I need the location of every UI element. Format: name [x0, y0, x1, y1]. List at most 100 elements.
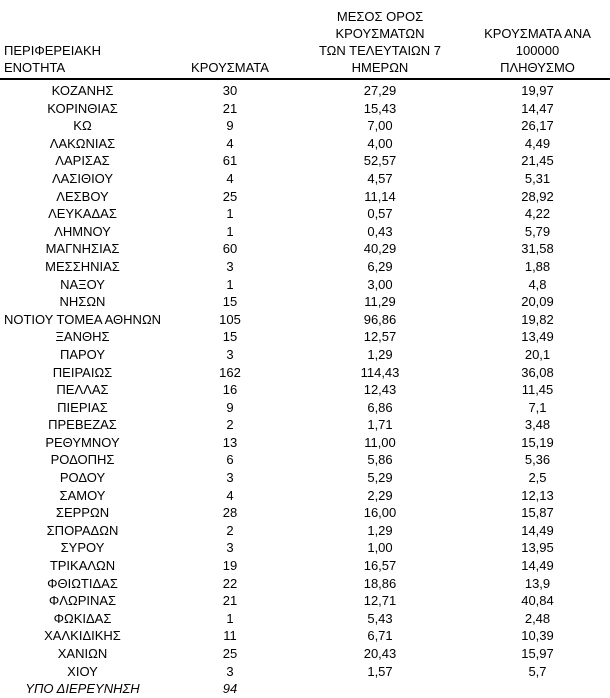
avg7-value: 4,57 [367, 170, 393, 186]
region-name: ΝΟΤΙΟΥ ΤΟΜΕΑ ΑΘΗΝΩΝ [3, 311, 162, 327]
region-name: ΠΙΕΡΙΑΣ [57, 399, 108, 415]
per100k-value: 13,49 [521, 329, 554, 345]
cases-value: 3 [226, 540, 234, 556]
region-name: ΛΑΣΙΘΙΟΥ [51, 170, 114, 186]
avg7-value: 11,14 [364, 188, 396, 204]
avg7-value: 15,43 [363, 100, 397, 116]
avg7-value: 114,43 [360, 364, 400, 380]
table-row: ΚΟΡΙΝΘΙΑΣ 21 15,43 14,47 [0, 100, 610, 118]
avg7-value: 96,86 [363, 311, 397, 327]
region-name: ΦΩΚΙΔΑΣ [53, 610, 112, 626]
avg7-value: 6,71 [367, 628, 393, 644]
avg7-value: 12,57 [363, 329, 397, 345]
table-row: ΧΑΛΚΙΔΙΚΗΣ 11 6,71 10,39 [0, 627, 610, 645]
cases-value: 1 [226, 276, 234, 292]
header-row: ΠΕΡΙΦΕΡΕΙΑΚΗ ΕΝΟΤΗΤΑ ΚΡΟΥΣΜΑΤΑ ΜΕΣΟΣ ΟΡΟ… [0, 8, 610, 80]
table-row: ΠΕΛΛΑΣ 16 12,43 11,45 [0, 381, 610, 399]
cases-value: 3 [226, 470, 234, 486]
per100k-value: 14,47 [521, 100, 554, 116]
avg7-value: 5,86 [367, 452, 393, 468]
per100k-value: 1,88 [524, 258, 551, 274]
per100k-value: 4,49 [524, 135, 551, 151]
per100k-value: 15,87 [521, 505, 554, 521]
table-row: ΧΑΝΙΩΝ 25 20,43 15,97 [0, 645, 610, 663]
table-row: ΚΟΖΑΝΗΣ 30 27,29 19,97 [0, 79, 610, 100]
avg7-value: 20,43 [363, 646, 397, 661]
table-row: ΝΑΞΟΥ 1 3,00 4,8 [0, 276, 610, 294]
region-name: ΦΘΙΩΤΙΔΑΣ [47, 575, 118, 591]
per100k-value: 4,8 [528, 276, 547, 292]
avg7-value: 0,43 [367, 223, 393, 239]
region-name: ΡΕΘΥΜΝΟΥ [45, 434, 120, 450]
region-name: ΧΑΝΙΩΝ [57, 646, 108, 661]
region-name: ΛΕΥΚΑΔΑΣ [48, 206, 117, 222]
avg7-value [295, 680, 465, 698]
per100k-value: 36,08 [521, 364, 554, 380]
table-row: ΦΩΚΙΔΑΣ 1 5,43 2,48 [0, 610, 610, 628]
cases-value: 2 [226, 522, 234, 538]
region-name: ΜΕΣΣΗΝΙΑΣ [45, 258, 120, 274]
cases-value: 60 [222, 241, 238, 257]
table-row: ΡΟΔΟΥ 3 5,29 2,5 [0, 469, 610, 487]
avg7-value: 1,57 [367, 663, 393, 679]
table-row: ΤΡΙΚΑΛΩΝ 19 16,57 14,49 [0, 557, 610, 575]
cases-value: 15 [222, 294, 238, 310]
avg7-value: 16,57 [363, 558, 397, 574]
table-row: ΛΑΣΙΘΙΟΥ 4 4,57 5,31 [0, 170, 610, 188]
per100k-value: 26,17 [521, 118, 554, 134]
table-row: ΦΘΙΩΤΙΔΑΣ 22 18,86 13,9 [0, 575, 610, 593]
cases-value: 25 [222, 188, 238, 204]
avg7-value: 12,43 [363, 382, 397, 398]
region-name: ΤΡΙΚΑΛΩΝ [49, 558, 116, 574]
table-row: ΛΕΥΚΑΔΑΣ 1 0,57 4,22 [0, 205, 610, 223]
table-row: ΠΡΕΒΕΖΑΣ 2 1,71 3,48 [0, 416, 610, 434]
cases-value: 22 [222, 575, 238, 591]
region-name: ΣΕΡΡΩΝ [55, 505, 110, 521]
cases-value: 4 [226, 487, 234, 503]
per100k-value: 20,09 [521, 294, 554, 310]
per100k-value: 14,49 [521, 522, 554, 538]
per100k-value [465, 680, 610, 698]
region-name: ΥΠΟ ΔΙΕΡΕΥΝΗΣΗ [0, 680, 165, 698]
avg7-value: 5,43 [367, 610, 393, 626]
avg7-value: 2,29 [367, 487, 393, 503]
cases-value: 15 [222, 329, 238, 345]
cases-value: 19 [222, 558, 238, 574]
region-name: ΠΕΛΛΑΣ [56, 382, 109, 398]
avg7-value: 52,57 [363, 153, 397, 169]
table-row: ΠΙΕΡΙΑΣ 9 6,86 7,1 [0, 399, 610, 417]
cases-value: 13 [222, 434, 238, 450]
per100k-value: 5,36 [524, 452, 551, 468]
region-name: ΣΠΟΡΑΔΩΝ [46, 522, 119, 538]
table-footer: ΥΠΟ ΔΙΕΡΕΥΝΗΣΗ 94 [0, 680, 610, 698]
avg7-value: 1,00 [367, 540, 393, 556]
region-name: ΝΑΞΟΥ [60, 276, 105, 292]
table-row: ΝΗΣΩΝ 15 11,29 20,09 [0, 293, 610, 311]
table-row: ΜΑΓΝΗΣΙΑΣ 60 40,29 31,58 [0, 240, 610, 258]
region-name: ΧΙΟΥ [67, 663, 98, 679]
table-row: ΧΙΟΥ 3 1,57 5,7 [0, 663, 610, 681]
cases-value: 9 [226, 118, 234, 134]
avg7-value: 27,29 [363, 83, 397, 98]
cases-value: 1 [226, 223, 234, 239]
region-name: ΛΕΣΒΟΥ [56, 188, 109, 204]
per100k-value: 13,95 [521, 540, 554, 556]
per100k-value: 4,22 [524, 206, 551, 222]
region-name: ΣΥΡΟΥ [60, 540, 105, 556]
per100k-value: 5,79 [524, 223, 551, 239]
table-row: ΜΕΣΣΗΝΙΑΣ 3 6,29 1,88 [0, 258, 610, 276]
avg7-value: 7,00 [367, 118, 393, 134]
table-row: ΛΗΜΝΟΥ 1 0,43 5,79 [0, 223, 610, 241]
per100k-value: 5,7 [528, 663, 547, 679]
table-row: ΚΩ 9 7,00 26,17 [0, 117, 610, 135]
region-name: ΛΗΜΝΟΥ [54, 223, 111, 239]
region-name: ΣΑΜΟΥ [59, 487, 106, 503]
cases-value: 105 [219, 311, 241, 327]
table-row: ΝΟΤΙΟΥ ΤΟΜΕΑ ΑΘΗΝΩΝ 105 96,86 19,82 [0, 311, 610, 329]
cases-value: 11 [223, 628, 237, 644]
table-row: ΛΑΚΩΝΙΑΣ 4 4,00 4,49 [0, 135, 610, 153]
avg7-value: 16,00 [363, 505, 397, 521]
table-header: ΠΕΡΙΦΕΡΕΙΑΚΗ ΕΝΟΤΗΤΑ ΚΡΟΥΣΜΑΤΑ ΜΕΣΟΣ ΟΡΟ… [0, 8, 610, 80]
table-row: ΣΑΜΟΥ 4 2,29 12,13 [0, 487, 610, 505]
